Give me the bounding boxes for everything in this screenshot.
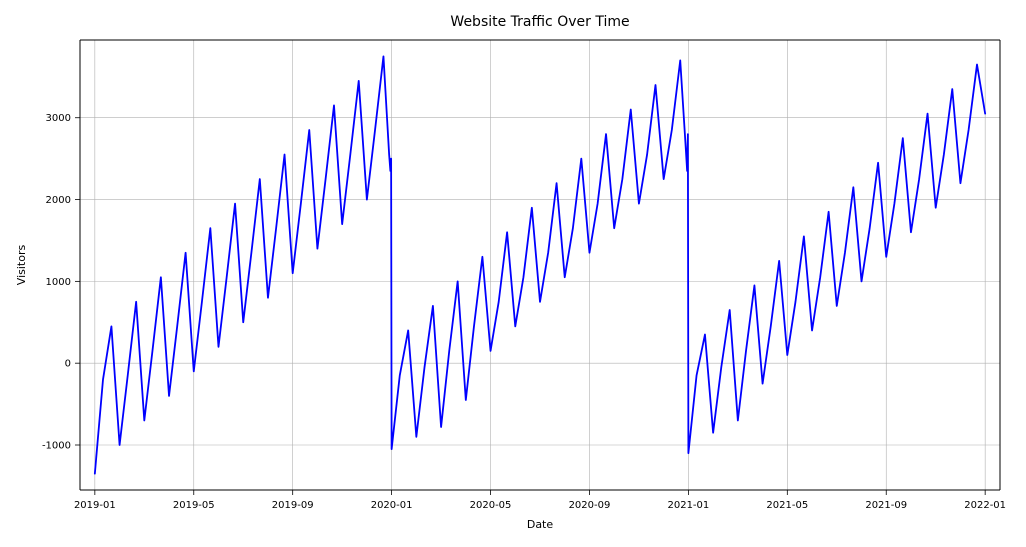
x-tick-label: 2019-01 <box>74 500 116 511</box>
x-tick-label: 2022-01 <box>964 500 1006 511</box>
x-tick-label: 2021-01 <box>667 500 709 511</box>
y-tick-label: -1000 <box>42 441 71 452</box>
x-axis-label: Date <box>527 518 554 531</box>
line-chart: 2019-01 2019-05 2019-09 2020-01 2020-05 2020-… <box>0 0 1026 547</box>
x-tick-label: 2019-09 <box>272 500 314 511</box>
y-tick-label: 3000 <box>46 113 71 124</box>
plot-area <box>80 40 1000 490</box>
chart-title: Website Traffic Over Time <box>450 14 629 30</box>
x-tick-label: 2021-09 <box>865 500 907 511</box>
y-axis-label: Visitors <box>15 245 28 286</box>
x-tick-label: 2020-09 <box>569 500 611 511</box>
y-tick-label: 2000 <box>46 195 71 206</box>
x-tick-label: 2019-05 <box>173 500 215 511</box>
x-tick-label: 2020-05 <box>470 500 512 511</box>
x-tick-label: 2021-05 <box>766 500 808 511</box>
y-tick-label: 1000 <box>46 277 71 288</box>
y-tick-label: 0 <box>65 359 71 370</box>
x-tick-label: 2020-01 <box>371 500 413 511</box>
chart-container: 2019-01 2019-05 2019-09 2020-01 2020-05 2020-… <box>0 0 1026 547</box>
